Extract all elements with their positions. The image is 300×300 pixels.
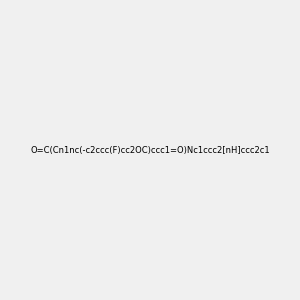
Text: O=C(Cn1nc(-c2ccc(F)cc2OC)ccc1=O)Nc1ccc2[nH]ccc2c1: O=C(Cn1nc(-c2ccc(F)cc2OC)ccc1=O)Nc1ccc2[… <box>30 146 270 154</box>
